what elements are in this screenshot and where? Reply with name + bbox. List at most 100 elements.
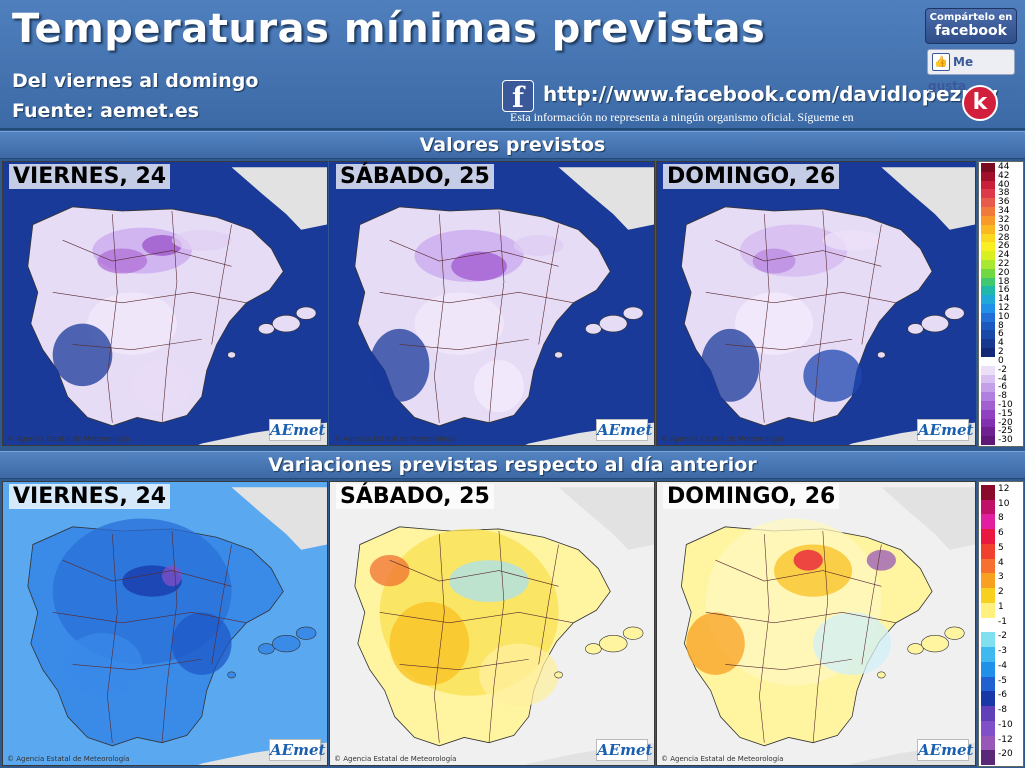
legend-swatch [981,617,995,633]
temperature-zone [171,612,232,675]
aemet-logo: AEmet [917,739,974,761]
map-day-label: DOMINGO, 26 [663,484,840,509]
temperature-zone [389,601,470,686]
legend-swatch [981,268,995,278]
map-day-label: DOMINGO, 26 [663,164,840,189]
map-canvas [657,482,975,765]
province-border [72,338,202,350]
legend-label: 4 [998,338,1004,349]
province-border [759,214,770,423]
province-border [759,534,770,743]
source-label: Fuente: aemet.es [12,100,200,122]
legend-label: 10 [998,311,1010,322]
province-border [812,530,828,743]
legend-swatch [981,573,995,589]
legend-label: 26 [998,241,1010,252]
legend-label: 38 [998,188,1010,199]
balearic-island [944,626,965,640]
legend-label: 20 [998,267,1010,278]
legend-swatch [981,321,995,331]
temperature-zone [822,229,882,251]
legend-swatch [981,735,995,751]
province-border [399,338,529,350]
legend-label: 12 [998,484,1010,494]
legend-label: -4 [998,660,1007,671]
like-button[interactable]: 👍 Me gusta [927,49,1015,93]
legend-swatch [981,706,995,721]
legend-swatch [981,277,995,287]
province-border [538,544,559,665]
legend-swatch [981,286,995,296]
legend-swatch [981,436,995,445]
balearic-island [599,314,628,333]
legend-label: 30 [998,223,1010,234]
legend-swatch [981,529,995,544]
temperature-zone [97,248,148,274]
legend-label: -2 [998,364,1007,375]
legend-swatch [981,356,995,366]
legend-label: 44 [998,162,1010,172]
legend-label: 4 [998,557,1004,568]
temperature-zone [132,360,192,413]
balearic-island [258,643,275,655]
author-logo[interactable]: k [962,85,998,121]
france-area [803,487,975,550]
legend-label: 28 [998,232,1010,243]
temperature-zone [866,549,896,571]
legend-swatch [981,207,995,216]
legend-swatch [981,418,995,428]
balearic-island [877,671,886,679]
share-line-1: Compártelo en [929,12,1013,23]
legend-label: -4 [998,373,1007,384]
legend-label: 42 [998,170,1010,181]
legend-swatch [981,189,995,199]
france-area [479,167,654,230]
legend-label: 14 [998,294,1010,305]
legend-label: 2 [998,347,1004,358]
legend-label: -12 [998,734,1013,745]
temperature-zone [369,328,430,402]
map-day-label: SÁBADO, 25 [336,164,494,189]
legend-label: -5 [998,675,1007,686]
header-banner: Temperaturas mínimas previstas Del viern… [0,0,1025,130]
legend-swatch [981,499,995,515]
temperature-zone [479,643,559,707]
province-border [488,210,505,423]
facebook-icon[interactable]: f [502,80,534,114]
province-border [434,214,445,423]
balearic-island [258,323,275,335]
legend-label: 8 [998,320,1004,331]
share-facebook-button[interactable]: Compártelo en facebook [925,8,1017,44]
balearic-island [585,643,602,655]
legend-label: -6 [998,382,1007,393]
legend-label: 2 [998,587,1004,598]
legend-label: 22 [998,258,1010,269]
balearic-island [877,351,886,359]
legend-label: 18 [998,276,1010,287]
legend-label: 10 [998,498,1010,509]
aemet-logo: AEmet [596,739,653,761]
legend-swatch [981,251,995,260]
aemet-logo: AEmet [269,419,326,441]
temperature-zone [686,612,745,675]
legend-label: 6 [998,528,1004,539]
temperature-zone [803,349,862,402]
legend-swatch [981,691,995,707]
balearic-island [585,323,602,335]
thumbs-up-icon: 👍 [932,53,950,71]
legend-swatch [981,304,995,313]
legend-swatch [981,720,995,736]
legend-swatch [981,647,995,662]
legend-swatch [981,427,995,437]
legend-swatch [981,588,995,603]
temperature-zone [700,328,760,402]
legend-label: -20 [998,417,1013,428]
temperature-zone [793,549,823,571]
legend-label: -8 [998,705,1007,716]
province-border [715,559,882,587]
legend-swatch [981,215,995,225]
legend-swatch [981,180,995,190]
facebook-link[interactable]: http://www.facebook.com/davidlopezrey [543,82,998,106]
temperature-zone [513,234,564,256]
balearic-island [921,634,949,653]
